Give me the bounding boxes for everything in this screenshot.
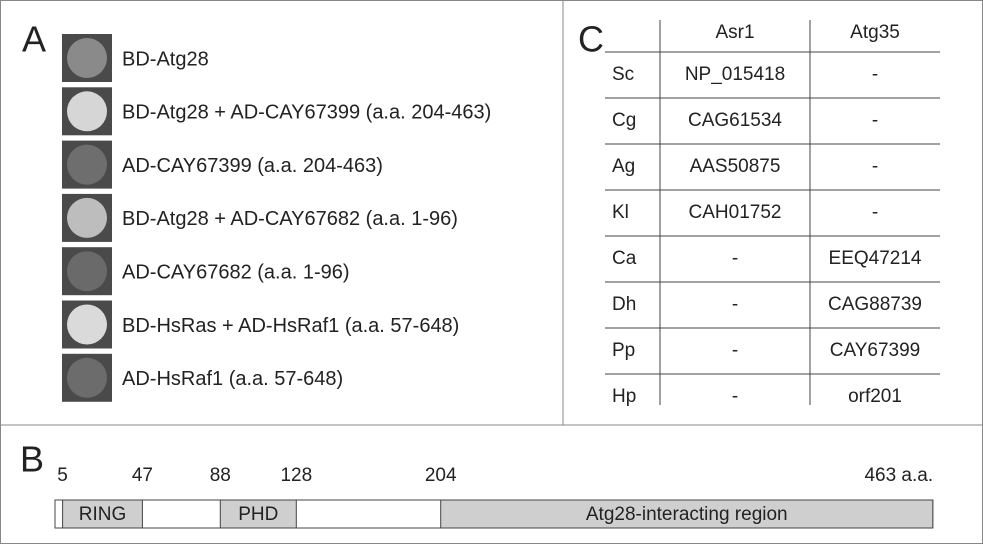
row-header: Cg	[612, 110, 636, 131]
table-cell: -	[732, 386, 738, 407]
yeast-spot	[67, 38, 107, 78]
row-header: Sc	[612, 64, 634, 85]
row-header: Ca	[612, 248, 637, 269]
position-label: 204	[425, 465, 457, 486]
table-cell: CAG88739	[828, 294, 922, 315]
table-cell: AAS50875	[690, 156, 781, 177]
row-header: Kl	[612, 202, 629, 223]
table-cell: EEQ47214	[829, 248, 922, 269]
row-label: BD-Atg28 + AD-CAY67682 (a.a. 1-96)	[122, 208, 458, 230]
yeast-spot	[67, 198, 107, 238]
column-header: Asr1	[715, 22, 754, 43]
row-label: BD-Atg28 + AD-CAY67399 (a.a. 204-463)	[122, 102, 491, 124]
panel-letter: B	[20, 439, 44, 480]
yeast-spot	[67, 145, 107, 185]
row-label: AD-CAY67399 (a.a. 204-463)	[122, 155, 383, 177]
row-label: BD-HsRas + AD-HsRaf1 (a.a. 57-648)	[122, 315, 459, 337]
table-cell: -	[732, 340, 738, 361]
table-cell: -	[872, 110, 878, 131]
row-label: BD-Atg28	[122, 48, 209, 70]
table-cell: CAG61534	[688, 110, 782, 131]
position-label: 47	[132, 465, 153, 486]
position-label: 463 a.a.	[864, 465, 933, 486]
position-label: 128	[280, 465, 312, 486]
table-cell: -	[872, 202, 878, 223]
panel-letter: C	[578, 19, 604, 60]
yeast-spot	[67, 91, 107, 131]
row-header: Hp	[612, 386, 636, 407]
table-cell: CAH01752	[689, 202, 782, 223]
figure: A C B BD-Atg28 BD-Atg28 + AD-CAY67399 (a.…	[0, 0, 983, 544]
row-header: Pp	[612, 340, 635, 361]
table-cell: CAY67399	[830, 340, 921, 361]
table-cell: NP_015418	[685, 64, 785, 85]
domain-label: PHD	[238, 504, 278, 525]
table-cell: -	[872, 156, 878, 177]
table-cell: -	[732, 294, 738, 315]
yeast-spot	[67, 305, 107, 345]
domain-label: RING	[79, 504, 127, 525]
row-header: Ag	[612, 156, 635, 177]
panel-letter: A	[22, 19, 46, 60]
row-header: Dh	[612, 294, 636, 315]
table-cell: -	[872, 64, 878, 85]
yeast-spot	[67, 251, 107, 291]
position-label: 5	[57, 465, 68, 486]
domain-label: Atg28-interacting region	[586, 504, 788, 525]
yeast-spot	[67, 358, 107, 398]
row-label: AD-CAY67682 (a.a. 1-96)	[122, 261, 350, 283]
column-header: Atg35	[850, 22, 900, 43]
table-cell: orf201	[848, 386, 902, 407]
position-label: 88	[210, 465, 231, 486]
row-label: AD-HsRaf1 (a.a. 57-648)	[122, 368, 343, 390]
table-cell: -	[732, 248, 738, 269]
